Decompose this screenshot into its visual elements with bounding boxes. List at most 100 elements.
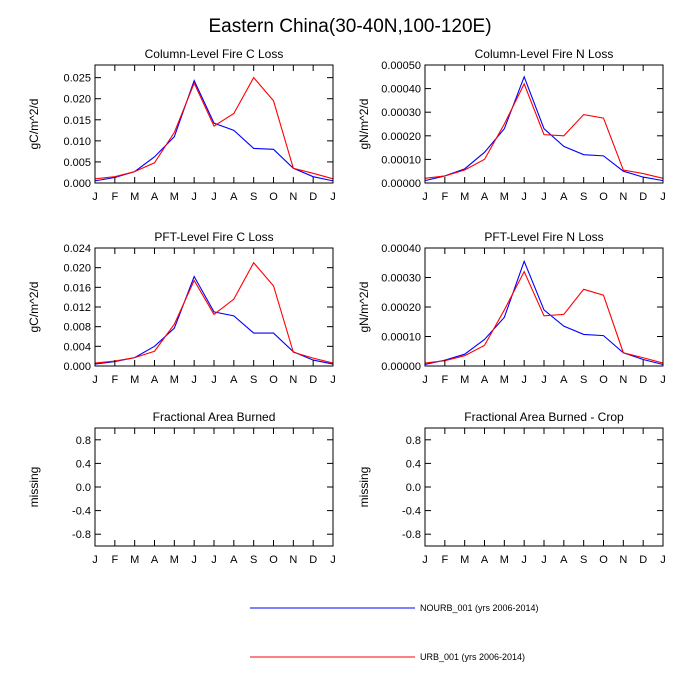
x-tick-label: J bbox=[422, 554, 428, 566]
x-tick-label: M bbox=[460, 554, 469, 566]
y-tick-label: 0.00010 bbox=[381, 154, 421, 166]
y-tick-label: 0.00030 bbox=[381, 107, 421, 119]
x-tick-label: S bbox=[580, 191, 587, 203]
x-tick-label: N bbox=[289, 374, 297, 386]
plot-frame bbox=[94, 247, 334, 367]
y-tick-label: 0.8 bbox=[406, 435, 421, 447]
y-tick-label: 0.005 bbox=[63, 157, 91, 169]
y-tick-label: 0.00010 bbox=[381, 332, 421, 344]
x-tick-label: D bbox=[639, 191, 647, 203]
plot-frame bbox=[94, 64, 334, 184]
x-tick-label: M bbox=[500, 554, 509, 566]
x-tick-label: J bbox=[541, 374, 547, 386]
x-tick-label: F bbox=[441, 191, 448, 203]
y-tick-label: 0.0 bbox=[406, 482, 421, 494]
x-tick-label: M bbox=[500, 191, 509, 203]
y-tick-label: 0.010 bbox=[63, 136, 91, 148]
x-tick-label: M bbox=[130, 374, 139, 386]
x-tick-label: F bbox=[441, 374, 448, 386]
x-tick-label: J bbox=[92, 554, 98, 566]
x-tick-label: J bbox=[191, 554, 197, 566]
y-tick-label: 0.000 bbox=[63, 178, 91, 190]
x-tick-label: M bbox=[170, 374, 179, 386]
y-tick-label: 0.020 bbox=[63, 94, 91, 106]
x-tick-label: N bbox=[619, 191, 627, 203]
plot-frame bbox=[424, 247, 664, 367]
x-tick-label: O bbox=[269, 554, 278, 566]
x-tick-label: S bbox=[580, 374, 587, 386]
x-tick-label: A bbox=[230, 191, 238, 203]
x-tick-label: J bbox=[521, 554, 527, 566]
plot-frame bbox=[94, 427, 334, 547]
x-tick-label: N bbox=[619, 554, 627, 566]
x-tick-label: A bbox=[481, 191, 489, 203]
y-tick-label: 0.00020 bbox=[381, 131, 421, 143]
x-tick-label: M bbox=[460, 374, 469, 386]
x-tick-label: O bbox=[269, 374, 278, 386]
panel-title: PFT-Level Fire C Loss bbox=[154, 230, 273, 244]
x-tick-label: A bbox=[560, 554, 568, 566]
x-tick-label: J bbox=[660, 374, 666, 386]
x-tick-label: D bbox=[309, 374, 317, 386]
series-line bbox=[94, 76, 334, 180]
x-tick-label: A bbox=[481, 554, 489, 566]
series-line bbox=[424, 259, 664, 366]
x-tick-label: A bbox=[230, 374, 238, 386]
x-tick-label: S bbox=[250, 554, 257, 566]
x-tick-label: J bbox=[521, 374, 527, 386]
legend-label: URB_001 (yrs 2006-2014) bbox=[420, 652, 525, 662]
y-tick-label: 0.4 bbox=[406, 458, 421, 470]
x-tick-label: M bbox=[130, 191, 139, 203]
y-tick-label: 0.004 bbox=[63, 341, 91, 353]
x-tick-label: J bbox=[660, 191, 666, 203]
series-line bbox=[424, 82, 664, 179]
y-axis-label: missing bbox=[357, 467, 371, 508]
x-tick-label: M bbox=[170, 191, 179, 203]
y-axis-label: gN/m^2/d bbox=[357, 99, 371, 150]
y-tick-label: 0.00000 bbox=[381, 178, 421, 190]
y-tick-label: 0.016 bbox=[63, 282, 91, 294]
panel-title: PFT-Level Fire N Loss bbox=[484, 230, 603, 244]
x-tick-label: N bbox=[619, 374, 627, 386]
x-tick-label: J bbox=[330, 554, 336, 566]
y-tick-label: -0.4 bbox=[402, 506, 421, 518]
x-tick-label: J bbox=[211, 554, 217, 566]
x-tick-label: J bbox=[330, 374, 336, 386]
y-tick-label: 0.012 bbox=[63, 302, 91, 314]
x-tick-label: J bbox=[330, 191, 336, 203]
legend: NOURB_001 (yrs 2006-2014) URB_001 (yrs 20… bbox=[250, 603, 539, 662]
legend-label: NOURB_001 (yrs 2006-2014) bbox=[420, 603, 539, 613]
x-tick-label: O bbox=[599, 374, 608, 386]
y-axis-label: gN/m^2/d bbox=[357, 282, 371, 333]
y-tick-label: 0.00020 bbox=[381, 302, 421, 314]
panel-title: Column-Level Fire N Loss bbox=[475, 47, 614, 61]
y-axis-label: missing bbox=[27, 467, 41, 508]
series-line bbox=[424, 75, 664, 182]
x-tick-label: A bbox=[151, 191, 159, 203]
y-tick-label: 0.0 bbox=[76, 482, 91, 494]
x-tick-label: A bbox=[560, 191, 568, 203]
x-tick-label: S bbox=[250, 191, 257, 203]
y-tick-label: 0.00030 bbox=[381, 273, 421, 285]
y-tick-label: 0.025 bbox=[63, 73, 91, 85]
series-line bbox=[94, 79, 334, 182]
x-tick-label: J bbox=[541, 554, 547, 566]
x-tick-label: J bbox=[422, 191, 428, 203]
x-tick-label: D bbox=[309, 554, 317, 566]
x-tick-label: A bbox=[481, 374, 489, 386]
x-tick-label: A bbox=[560, 374, 568, 386]
y-tick-label: 0.00000 bbox=[381, 361, 421, 373]
x-tick-label: O bbox=[269, 191, 278, 203]
series-line bbox=[424, 270, 664, 364]
x-tick-label: N bbox=[289, 554, 297, 566]
x-tick-label: M bbox=[500, 374, 509, 386]
plot-frame bbox=[424, 427, 664, 547]
y-tick-label: 0.8 bbox=[76, 435, 91, 447]
x-tick-label: A bbox=[151, 374, 159, 386]
